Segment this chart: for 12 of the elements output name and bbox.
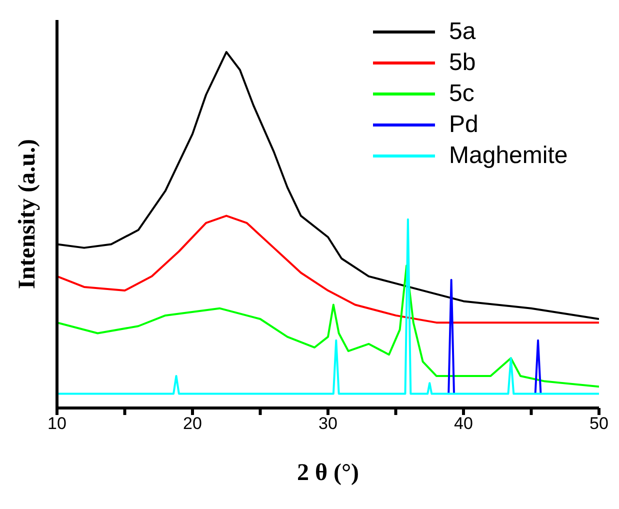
x-tick-label: 40 [454, 414, 473, 434]
legend-label: 5b [449, 48, 476, 76]
x-tick-label: 10 [48, 414, 66, 434]
legend-label: Maghemite [449, 142, 568, 170]
legend-label: 5a [449, 18, 476, 46]
y-axis-title: Intensity (a.u.) [14, 138, 41, 290]
x-axis-title: 2 θ (°) [296, 460, 360, 486]
legend-label: Pd [449, 110, 478, 138]
x-tick-label: 20 [183, 414, 202, 434]
x-tick-label: 50 [590, 414, 608, 434]
legend-label: 5c [449, 80, 474, 108]
x-tick-label: 30 [318, 414, 338, 434]
